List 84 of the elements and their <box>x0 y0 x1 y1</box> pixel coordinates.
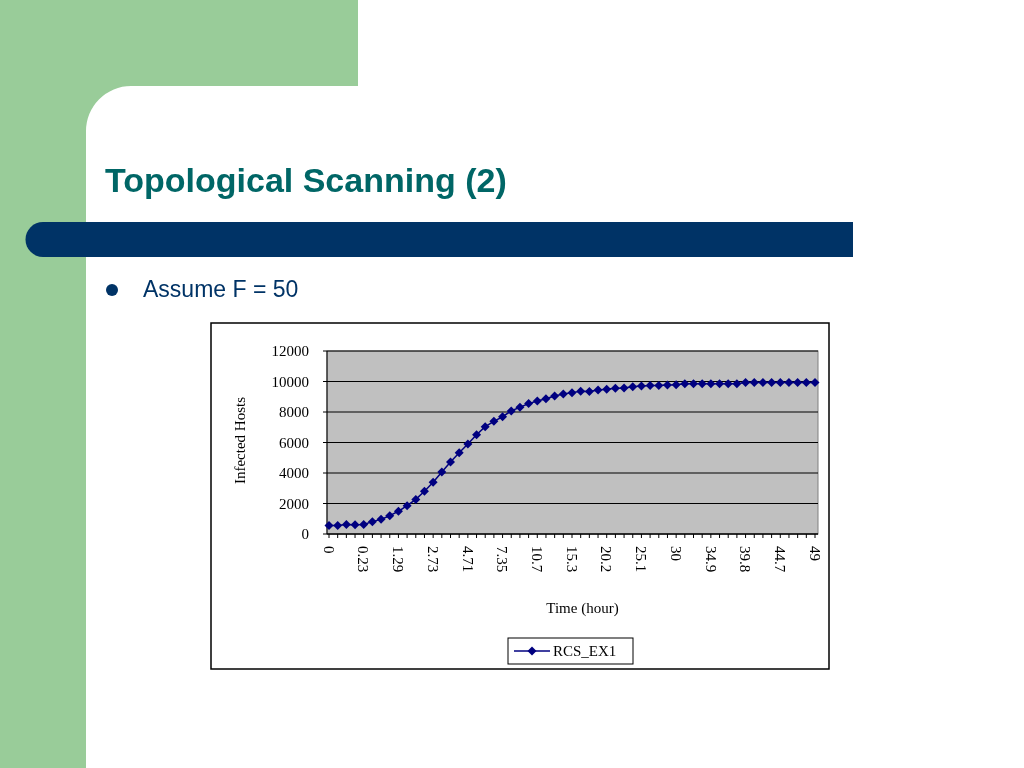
chart-title: Topological Scanning (2) <box>105 161 507 199</box>
x-tick-label: 44.7 <box>772 546 789 573</box>
y-tick-label: 0 <box>301 526 309 543</box>
y-tick-label: 4000 <box>279 465 309 482</box>
point <box>810 377 820 387</box>
point <box>376 514 386 524</box>
point <box>446 457 455 467</box>
y-tick-label: 8000 <box>279 404 309 421</box>
x-tick-label: 34.9 <box>702 546 719 573</box>
point <box>333 520 343 530</box>
point <box>741 377 751 387</box>
point <box>584 387 594 397</box>
point <box>393 506 403 516</box>
y-tick-label: 6000 <box>279 434 309 451</box>
point <box>671 380 681 390</box>
point <box>524 399 534 409</box>
point <box>576 386 586 396</box>
x-tick-label: 25.1 <box>633 546 650 573</box>
point <box>515 402 525 412</box>
y-tick-label: 10000 <box>271 373 309 390</box>
point <box>654 380 664 390</box>
point <box>367 517 377 527</box>
point <box>758 377 768 387</box>
point <box>697 379 707 389</box>
point <box>489 416 499 426</box>
point <box>749 377 759 387</box>
point <box>472 430 482 440</box>
point <box>801 377 811 387</box>
x-tick-label: 2.73 <box>424 546 441 573</box>
point <box>723 379 733 389</box>
point <box>558 389 568 399</box>
y-tick-label: 2000 <box>279 495 309 512</box>
point <box>662 380 672 390</box>
point <box>706 379 716 389</box>
point <box>480 422 490 432</box>
point <box>775 377 785 387</box>
y-axis-title: Infected Hosts <box>232 396 248 485</box>
x-tick-label: 30 <box>667 546 684 561</box>
point <box>628 382 638 392</box>
x-tick-label: 10.7 <box>529 546 546 573</box>
x-tick-label: 39.8 <box>737 546 754 573</box>
point <box>567 388 577 398</box>
point <box>359 520 369 530</box>
point <box>350 520 360 530</box>
point <box>437 467 447 477</box>
x-tick-label: 49 <box>806 546 823 561</box>
x-tick-label: 1.29 <box>390 546 407 573</box>
text: Assume F = 50 <box>143 276 299 302</box>
legend-label: RCS_EX1 <box>553 643 617 660</box>
point <box>732 379 742 389</box>
point <box>532 396 542 406</box>
point <box>680 379 690 389</box>
x-tick-label: 20.2 <box>598 546 615 573</box>
point <box>715 379 725 389</box>
point <box>463 439 473 449</box>
y-tick-label: 12000 <box>271 343 309 360</box>
x-tick-label: 4.71 <box>459 546 476 573</box>
point <box>428 477 438 487</box>
x-tick-label: 0 <box>320 546 337 554</box>
point <box>341 520 351 530</box>
point <box>550 391 560 401</box>
point <box>324 521 334 531</box>
point <box>385 511 395 521</box>
point <box>610 383 620 393</box>
x-tick-label: 0.23 <box>355 546 372 573</box>
point <box>602 384 612 394</box>
point <box>411 494 421 504</box>
point <box>689 379 698 389</box>
point <box>619 383 629 393</box>
x-tick-label: 7.35 <box>494 546 511 573</box>
point <box>784 377 794 387</box>
point <box>402 501 412 511</box>
point <box>593 385 603 395</box>
point <box>506 406 516 416</box>
point <box>498 412 508 422</box>
x-tick-label: 15.3 <box>563 546 580 573</box>
point <box>793 377 803 387</box>
point <box>454 448 464 458</box>
x-axis-title: Time (hour) <box>546 600 619 617</box>
point <box>645 380 655 390</box>
point <box>419 486 429 496</box>
point <box>541 394 551 404</box>
point <box>767 377 777 387</box>
point <box>636 381 646 391</box>
